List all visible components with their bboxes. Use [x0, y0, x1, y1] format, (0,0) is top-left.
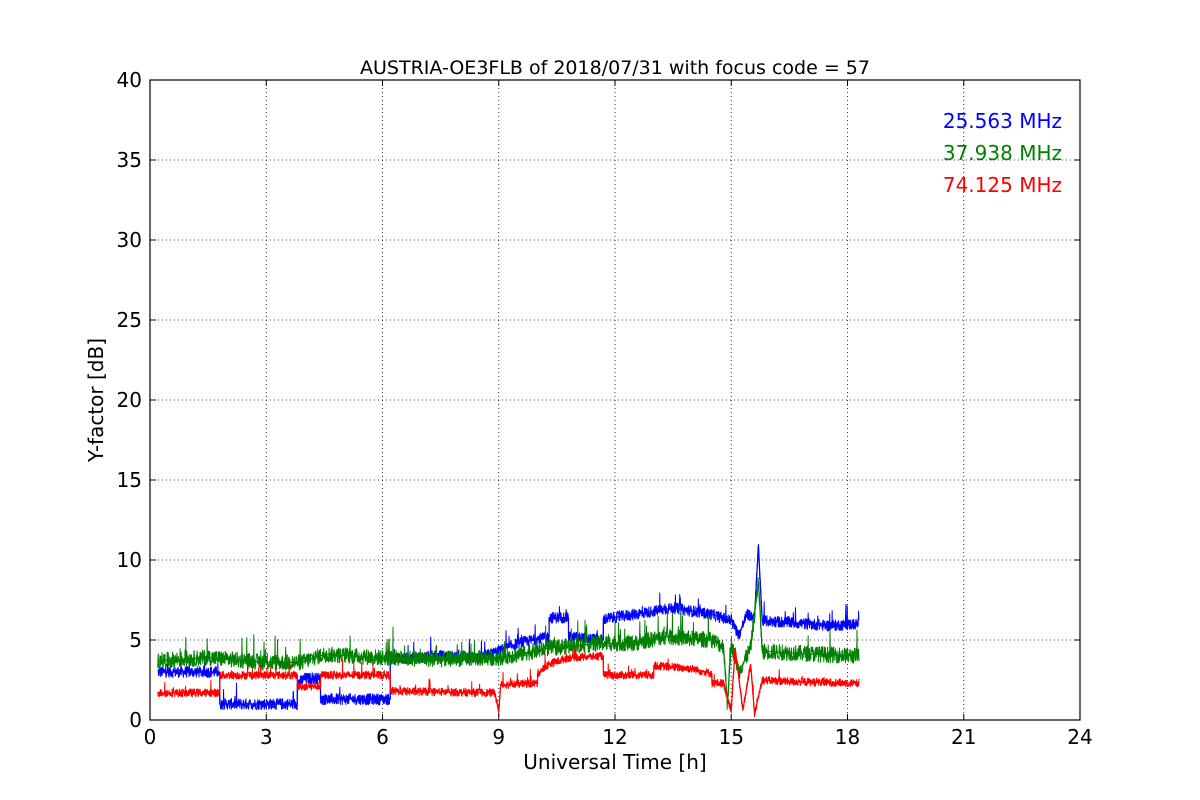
y-tick-label: 20 [117, 388, 142, 412]
y-tick-label: 25 [117, 308, 142, 332]
legend-entry: 25.563 MHz [943, 109, 1062, 133]
x-tick-label: 24 [1067, 725, 1092, 749]
series-keyline-3 [157, 647, 860, 714]
x-tick-label: 9 [492, 725, 505, 749]
y-tick-label: 30 [117, 228, 142, 252]
y-tick-label: 35 [117, 148, 142, 172]
legend: 25.563 MHz 37.938 MHz 74.125 MHz [943, 109, 1062, 197]
y-axis-label: Y-factor [dB] [84, 338, 108, 463]
chart-title: AUSTRIA-OE3FLB of 2018/07/31 with focus … [360, 57, 870, 79]
x-tick-label: 6 [376, 725, 389, 749]
series-keyline-1 [157, 545, 860, 705]
series-group [157, 543, 860, 718]
x-tick-label: 21 [951, 725, 976, 749]
legend-entry: 37.938 MHz [943, 141, 1062, 165]
ticks: 0 3 6 9 12 15 18 21 24 0 5 10 15 20 25 30 35 40 [117, 68, 1093, 749]
y-tick-label: 15 [117, 468, 142, 492]
x-tick-label: 0 [144, 725, 157, 749]
y-tick-label: 5 [129, 628, 142, 652]
x-axis-label: Universal Time [h] [523, 750, 706, 774]
x-tick-label: 18 [835, 725, 860, 749]
y-tick-label: 10 [117, 548, 142, 572]
series-keyline-2 [157, 580, 860, 705]
y-tick-label: 0 [129, 708, 142, 732]
y-tick-label: 40 [117, 68, 142, 92]
x-tick-label: 15 [719, 725, 744, 749]
legend-entry: 74.125 MHz [943, 173, 1062, 197]
x-tick-label: 3 [260, 725, 273, 749]
x-tick-label: 12 [602, 725, 627, 749]
